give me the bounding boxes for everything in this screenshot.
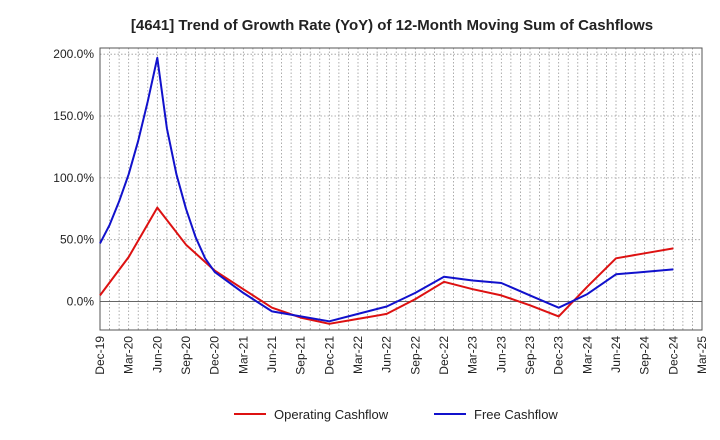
x-tick-label: Dec-21 [322, 336, 336, 375]
x-tick-label: Sep-24 [638, 336, 652, 375]
x-tick-label: Sep-22 [408, 336, 422, 375]
x-tick-label: Jun-22 [380, 336, 394, 373]
x-tick-label: Sep-23 [523, 336, 537, 375]
y-tick-label: 100.0% [53, 171, 94, 185]
x-tick-label: Mar-20 [122, 336, 136, 374]
series-lines [99, 56, 674, 325]
x-tick-label: Mar-23 [466, 336, 480, 374]
x-tick-label: Mar-25 [695, 336, 709, 374]
x-tick-label: Jun-24 [609, 336, 623, 373]
x-tick-label: Sep-20 [179, 336, 193, 375]
legend-label: Operating Cashflow [274, 407, 389, 422]
y-tick-label: 200.0% [53, 47, 94, 61]
x-tick-label: Dec-22 [437, 336, 451, 375]
series-line [99, 56, 674, 323]
x-tick-label: Mar-22 [351, 336, 365, 374]
x-tick-label: Dec-19 [93, 336, 107, 375]
x-tick-label: Sep-21 [294, 336, 308, 375]
legend-label: Free Cashflow [474, 407, 558, 422]
chart-title: [4641] Trend of Growth Rate (YoY) of 12-… [131, 17, 653, 34]
y-tick-label: 0.0% [67, 295, 95, 309]
x-tick-label: Jun-23 [494, 336, 508, 373]
x-tick-label: Jun-20 [150, 336, 164, 373]
y-tick-label: 50.0% [60, 233, 94, 247]
series-line [99, 206, 674, 325]
legend: Operating Cashflow Free Cashflow [234, 407, 558, 422]
x-tick-label: Mar-24 [580, 336, 594, 374]
x-tick-label: Jun-21 [265, 336, 279, 373]
x-tick-label: Dec-20 [208, 336, 222, 375]
axes: 0.0% 50.0% 100.0% 150.0% 200.0% Dec-19 Mar-20 J… [53, 47, 709, 375]
x-tick-label: Dec-23 [552, 336, 566, 375]
grid [100, 48, 702, 330]
x-tick-label: Dec-24 [666, 336, 680, 375]
y-tick-label: 150.0% [53, 109, 94, 123]
x-tick-label: Mar-21 [236, 336, 250, 374]
plot-frame [99, 47, 703, 331]
